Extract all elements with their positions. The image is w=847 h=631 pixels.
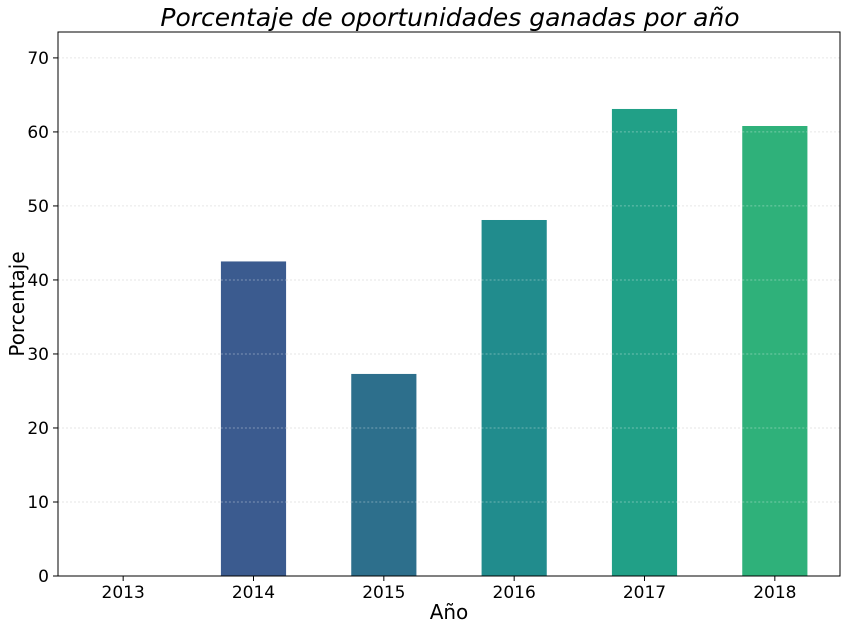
bar-2015: [351, 373, 417, 576]
y-tick-label: 0: [38, 567, 49, 587]
y-axis-label: Porcentaje: [5, 251, 29, 356]
y-tick-label: 60: [27, 123, 49, 143]
x-tick-label: 2018: [753, 583, 796, 603]
y-tick-label: 30: [27, 345, 49, 365]
y-tick-label: 50: [27, 197, 49, 217]
bars: [220, 108, 808, 576]
y-tick-label: 20: [27, 419, 49, 439]
bar-2018: [742, 125, 808, 576]
grid-lines: [58, 57, 840, 503]
bar-2017: [611, 108, 678, 576]
x-axis-label: Año: [430, 600, 469, 624]
x-tick-label: 2015: [362, 583, 405, 603]
y-tick-label: 70: [27, 49, 49, 69]
x-tick-label: 2014: [232, 583, 275, 603]
bar-2014: [220, 261, 287, 576]
x-tick-label: 2013: [102, 583, 145, 603]
tick-labels: 0 10 20 30 40 50 60 70 2013 2014 2015 2016 2017 2018: [27, 49, 796, 603]
chart-title: Porcentaje de oportunidades ganadas por …: [160, 3, 739, 32]
bar-2016: [481, 219, 547, 576]
plot-frame: [57, 31, 841, 577]
y-tick-label: 40: [27, 271, 49, 291]
x-tick-label: 2016: [493, 583, 536, 603]
axes: [53, 31, 841, 581]
x-tick-label: 2017: [623, 583, 666, 603]
y-tick-label: 10: [27, 493, 49, 513]
